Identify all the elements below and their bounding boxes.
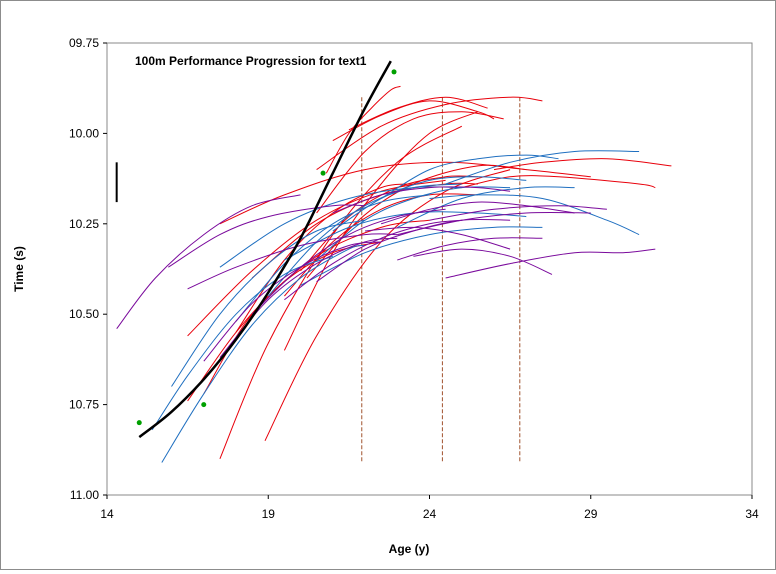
y-axis-title: Time (s): [12, 246, 26, 292]
athlete-curve-purple: [187, 233, 398, 290]
x-axis-ticks: 14 19 24 29 34: [100, 495, 759, 521]
athlete-curve-red: [219, 161, 591, 225]
athlete-curve-blue: [380, 154, 559, 199]
athlete-curve-purple: [168, 204, 366, 268]
plot-area: [106, 42, 753, 496]
athlete-curve-blue: [429, 194, 640, 236]
y-tick-label: 10.50: [69, 307, 99, 321]
y-tick-label: 10.75: [69, 398, 99, 412]
athlete-curve-red: [316, 111, 504, 214]
y-axis-ticks: 09.75 10.00 10.25 10.50 10.75 11.00: [69, 36, 107, 502]
athlete-curve-purple: [116, 194, 301, 330]
athlete-curve-purple: [445, 248, 656, 279]
athlete-curve-blue: [316, 186, 511, 261]
reference-lines: [361, 97, 521, 463]
athlete-curve-red: [325, 85, 401, 174]
athlete-curve-red: [283, 111, 479, 351]
observed-point: [201, 402, 207, 408]
athlete-curve-red: [493, 158, 672, 171]
athlete-curve-red: [332, 100, 495, 142]
athlete-curve-purple: [284, 219, 462, 301]
y-tick-label: 09.75: [69, 36, 99, 50]
athlete-curve-purple: [332, 186, 511, 214]
y-tick-label: 10.00: [69, 126, 99, 140]
x-tick-label: 24: [423, 507, 437, 521]
athlete-curve-blue: [235, 194, 430, 322]
observed-point: [136, 420, 142, 426]
x-tick-label: 19: [262, 507, 276, 521]
athlete-curve-blue: [397, 186, 575, 228]
athlete-curve-red: [461, 175, 656, 189]
x-tick-label: 29: [584, 507, 598, 521]
athlete-curves: [116, 85, 672, 463]
x-tick-label: 34: [745, 507, 759, 521]
athlete-curve-blue: [445, 150, 640, 185]
athlete-curve-red: [219, 125, 463, 459]
fit-curve-group: [138, 60, 392, 439]
athlete-curve-blue: [161, 244, 366, 463]
observed-point: [391, 69, 397, 75]
athlete-curve-purple: [429, 205, 607, 221]
athlete-curve-purple: [413, 248, 553, 275]
x-tick-label: 14: [100, 507, 114, 521]
observed-points: [136, 69, 397, 426]
observed-point: [320, 170, 326, 176]
athlete-curve-blue: [332, 176, 527, 232]
athlete-curve-blue: [219, 186, 462, 268]
athlete-curve-blue: [151, 255, 333, 431]
athlete-curve-purple: [397, 237, 543, 261]
x-axis-title: Age (y): [389, 542, 430, 556]
fit-curve: [138, 60, 392, 439]
y-tick-label: 10.25: [69, 217, 99, 231]
athlete-curve-red: [348, 96, 488, 131]
athlete-curve-purple: [251, 208, 446, 315]
athlete-curve-purple: [364, 226, 511, 250]
y-tick-label: 11.00: [70, 488, 99, 502]
chart-title: 100m Performance Progression for text1: [135, 54, 367, 68]
athlete-curve-red: [316, 96, 543, 171]
athlete-curve-red: [264, 169, 511, 442]
athlete-curve-purple: [380, 201, 575, 225]
